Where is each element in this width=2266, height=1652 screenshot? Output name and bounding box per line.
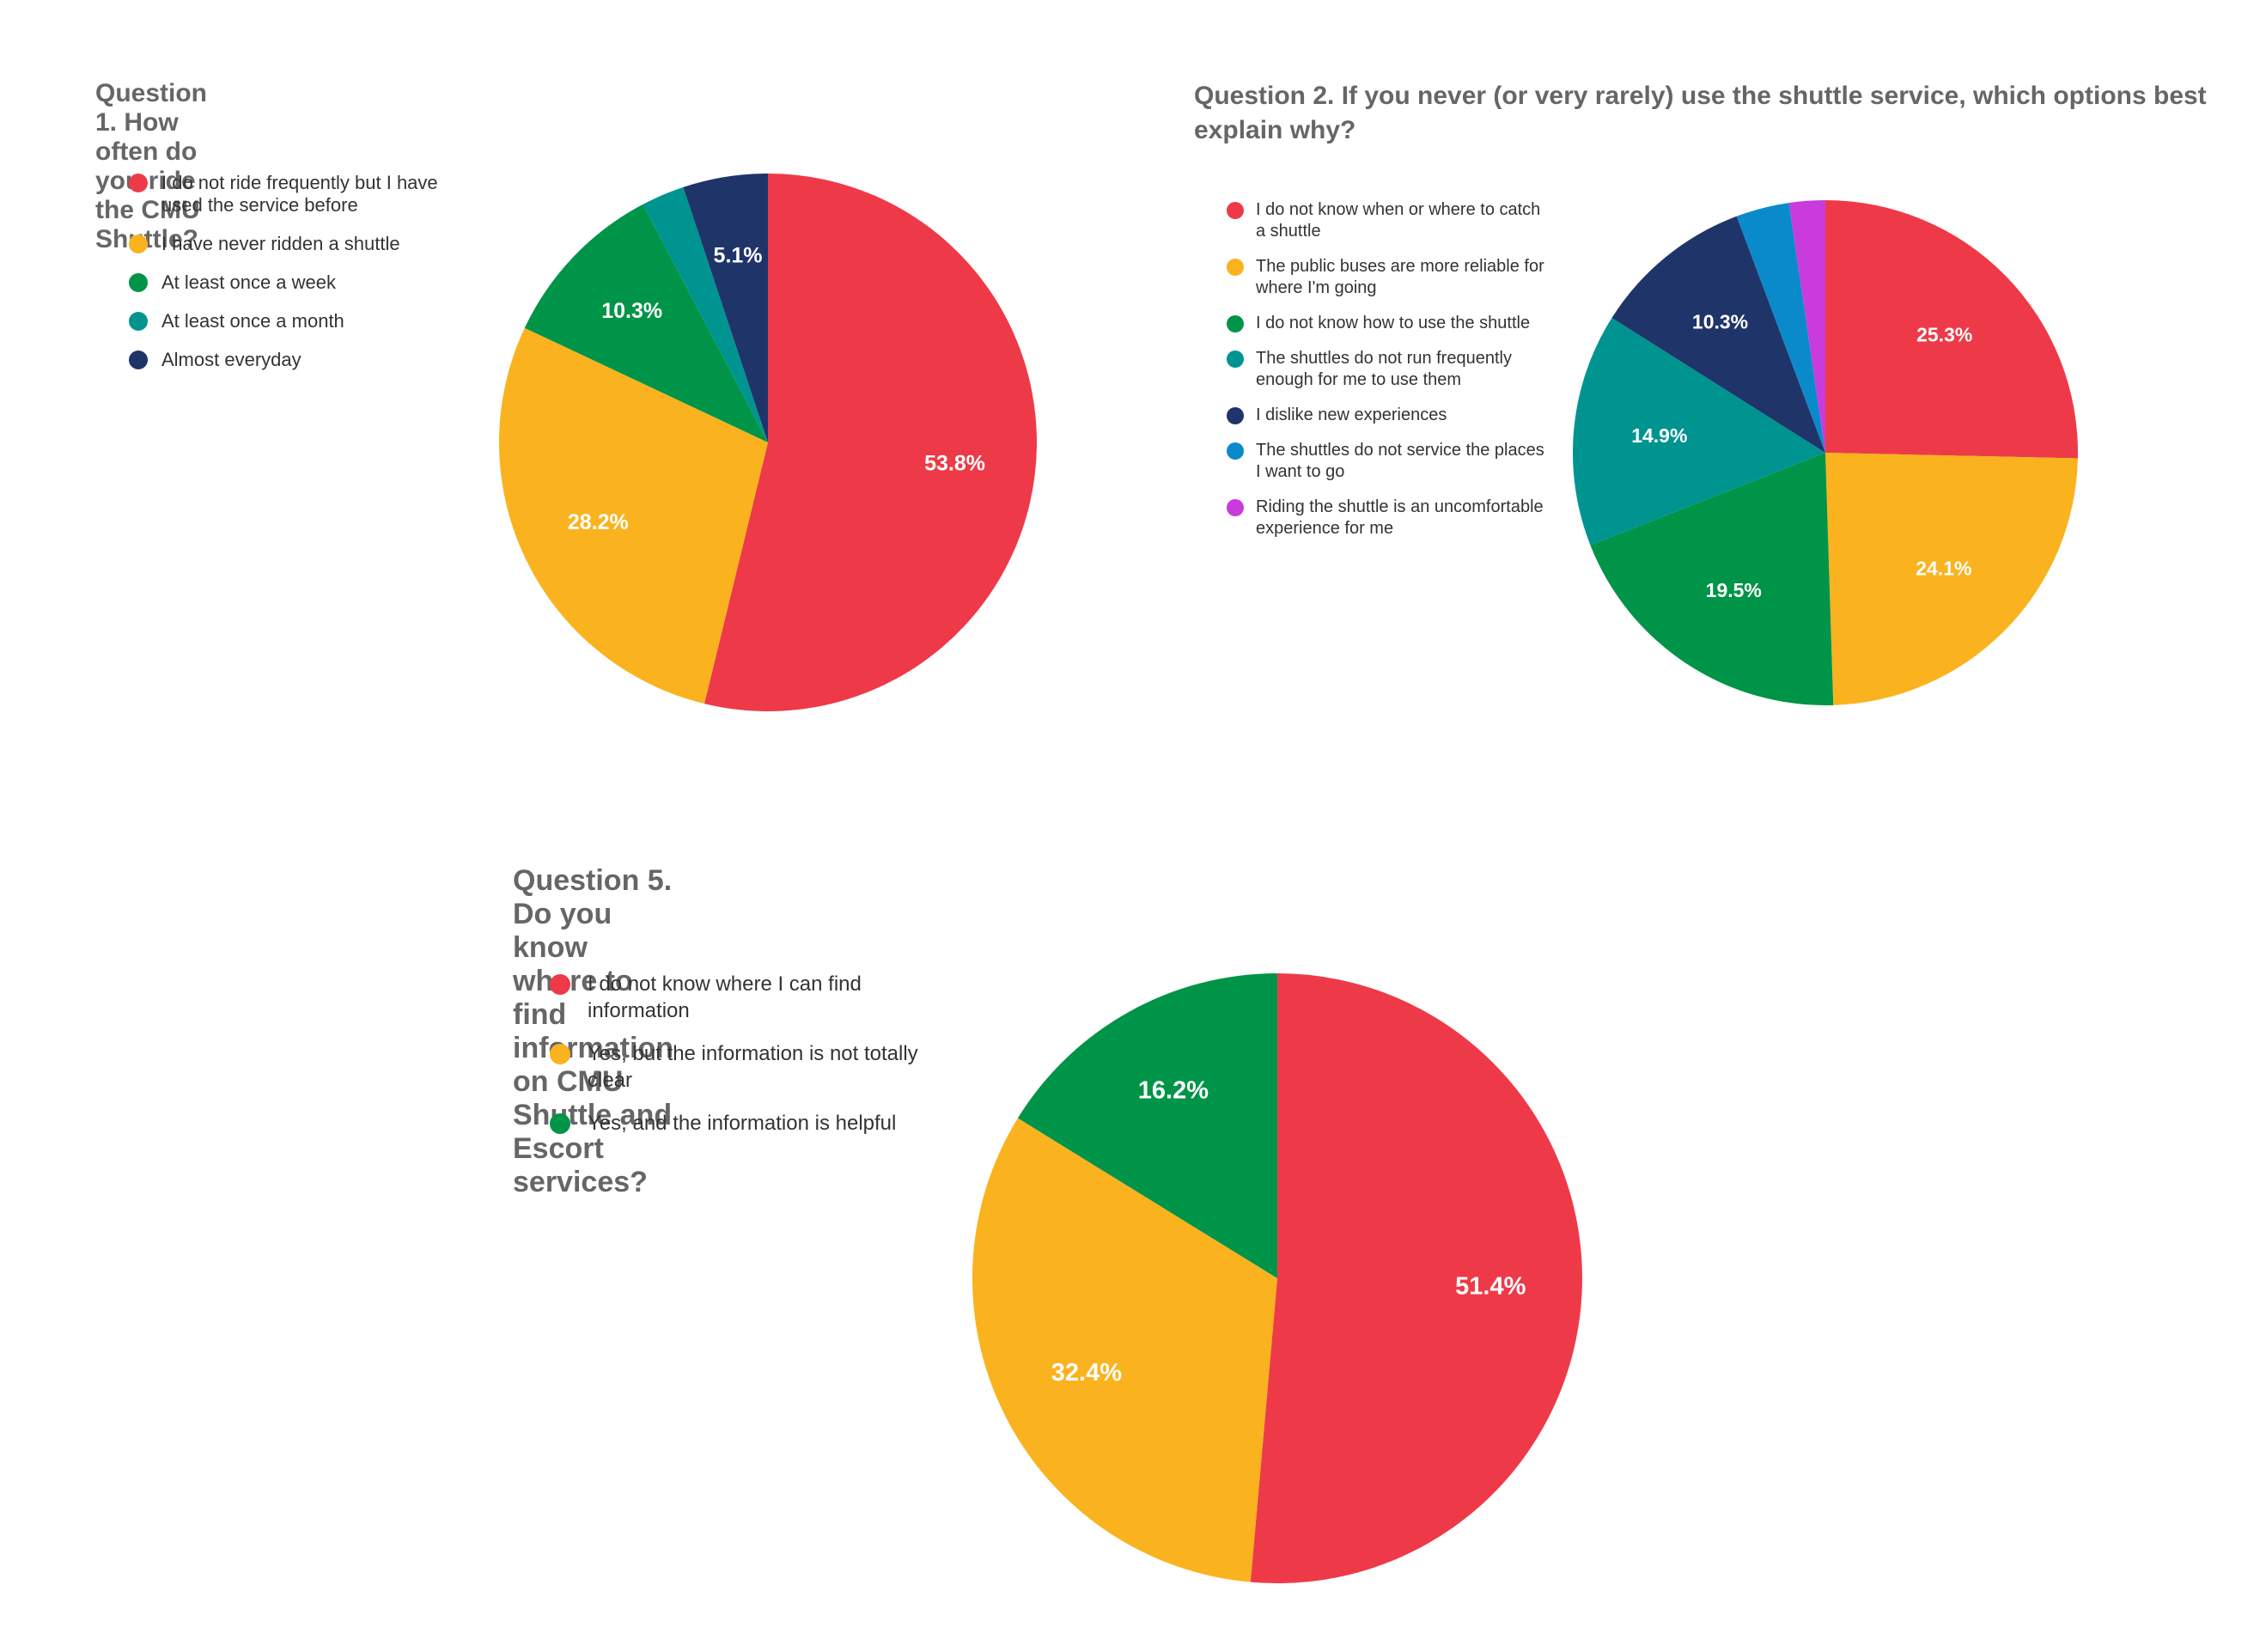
legend-item: I do not ride frequently but I have used…	[129, 172, 472, 216]
legend-swatch	[129, 235, 148, 253]
slice-label: 10.3%	[601, 299, 662, 323]
legend-item: I do not know how to use the shuttle	[1227, 313, 1553, 334]
legend: I do not know where I can find informati…	[550, 971, 945, 1153]
legend-swatch	[129, 273, 148, 292]
legend-label: I do not know how to use the shuttle	[1256, 314, 1531, 332]
legend-label: Yes, and the information is helpful	[588, 1112, 897, 1135]
pie-slice	[1788, 200, 1825, 453]
legend-swatch	[550, 1113, 570, 1134]
legend-item: Almost everyday	[129, 349, 472, 371]
pie-slice	[1611, 216, 1825, 454]
chart-title: Question 5. Do you know where to find in…	[513, 864, 673, 1198]
legend-swatch	[129, 351, 148, 369]
legend-label: At least once a month	[161, 310, 344, 332]
pie-slice	[1250, 973, 1582, 1583]
pie-slice	[524, 204, 768, 443]
pie-slice	[1825, 200, 2079, 459]
legend-item: The shuttles do not run frequently enoug…	[1227, 348, 1553, 391]
chart-title: Question 2. If you never (or very rarely…	[1194, 82, 2207, 144]
legend-item: I do not know when or where to catch a s…	[1227, 199, 1553, 242]
legend-item: Riding the shuttle is an uncomfortable e…	[1227, 497, 1553, 539]
legend-label: Yes, but the information is not totally …	[588, 1042, 918, 1092]
pie-slice	[1736, 203, 1825, 453]
legend-swatch	[1227, 407, 1244, 424]
legend-label: The shuttles do not run frequently enoug…	[1256, 349, 1512, 389]
legend-label: I dislike new experiences	[1256, 405, 1447, 424]
slice-label: 16.2%	[1138, 1077, 1209, 1105]
pie-plot: 25.3% 24.1% 19.5% 14.9% 10.3%	[1573, 200, 2079, 705]
legend-swatch	[1227, 351, 1244, 368]
legend-swatch	[1227, 499, 1244, 516]
pie-slice	[1017, 973, 1277, 1278]
legend-item: I do not know where I can find informati…	[550, 971, 945, 1024]
legend-item: I dislike new experiences	[1227, 405, 1553, 426]
slice-label: 19.5%	[1706, 579, 1762, 601]
legend-item: The shuttles do not service the places I…	[1227, 440, 1553, 483]
legend-item: Yes, but the information is not totally …	[550, 1040, 945, 1094]
legend-label: I have never ridden a shuttle	[161, 233, 400, 254]
legend-label: The public buses are more reliable for w…	[1256, 257, 1544, 297]
legend-label: The shuttles do not service the places I…	[1256, 441, 1544, 481]
slice-label: 32.4%	[1051, 1359, 1122, 1387]
slice-label: 28.2%	[568, 510, 629, 534]
slice-label: 53.8%	[924, 452, 985, 476]
slice-label: 51.4%	[1455, 1273, 1526, 1301]
legend-label: I do not know where I can find informati…	[588, 972, 862, 1022]
pie-plot: 53.8% 28.2% 10.3% 5.1%	[499, 174, 1038, 711]
legend-item: The public buses are more reliable for w…	[1227, 256, 1553, 299]
legend-swatch	[1227, 259, 1244, 276]
legend-swatch	[1227, 202, 1244, 219]
legend: I do not know when or where to catch a s…	[1227, 199, 1553, 553]
slice-label: 5.1%	[714, 243, 763, 267]
legend-item: Yes, and the information is helpful	[550, 1110, 945, 1137]
legend-label: Riding the shuttle is an uncomfortable e…	[1256, 497, 1544, 538]
pie-slice	[683, 174, 768, 442]
legend-swatch	[550, 974, 570, 995]
pie-slice	[972, 1118, 1277, 1582]
legend-label: At least once a week	[161, 271, 337, 293]
slice-label: 25.3%	[1916, 323, 1972, 345]
legend-item: I have never ridden a shuttle	[129, 233, 472, 255]
legend: I do not ride frequently but I have used…	[129, 172, 472, 387]
pie-slice	[1590, 453, 1834, 705]
legend-swatch	[1227, 315, 1244, 332]
legend-swatch	[129, 312, 148, 331]
legend-label: Almost everyday	[161, 349, 302, 370]
pie-slice	[1825, 453, 2078, 705]
pie-slice	[499, 327, 768, 704]
legend-swatch	[1227, 442, 1244, 460]
slice-label: 10.3%	[1692, 311, 1748, 333]
legend-item: At least once a week	[129, 271, 472, 294]
pie-slice	[704, 174, 1038, 711]
slice-label: 24.1%	[1916, 558, 1971, 580]
pie-slice	[1573, 317, 1825, 546]
pie-slice	[643, 186, 768, 442]
slice-label: 14.9%	[1631, 424, 1687, 447]
legend-label: I do not ride frequently but I have used…	[161, 172, 438, 216]
legend-item: At least once a month	[129, 310, 472, 332]
legend-swatch	[550, 1044, 570, 1064]
pie-plot: 51.4% 32.4% 16.2%	[972, 973, 1582, 1583]
legend-swatch	[129, 174, 148, 192]
legend-label: I do not know when or where to catch a s…	[1256, 200, 1541, 241]
